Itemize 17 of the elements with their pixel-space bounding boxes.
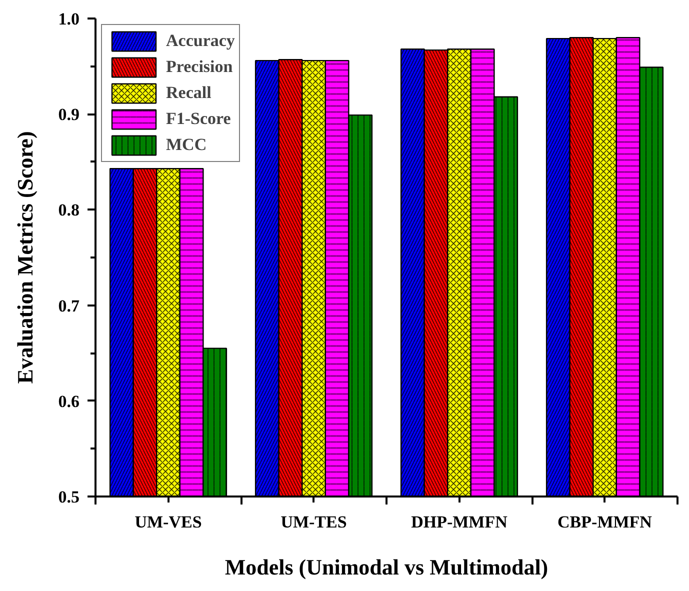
y-tick-label: 1.0: [58, 10, 80, 28]
legend-label: MCC: [166, 134, 207, 156]
y-tick-label: 0.9: [58, 105, 80, 124]
x-tick-label: DHP-MMFN: [411, 512, 508, 532]
legend-label: F1-Score: [166, 108, 231, 130]
y-tick-label: 0.7: [58, 296, 80, 316]
legend-label: Precision: [166, 56, 233, 78]
x-axis-title: Models (Unimodal vs Multimodal): [224, 554, 548, 580]
x-tick-label: CBP-MMFN: [558, 512, 653, 532]
legend-label: Recall: [166, 82, 212, 104]
y-tick-label: 0.5: [58, 488, 80, 506]
y-axis-title: Evaluation Metrics (Score): [12, 131, 38, 384]
y-tick-label: 0.6: [58, 392, 80, 411]
y-tick-label: 0.8: [58, 200, 80, 220]
legend-label: Accuracy: [166, 30, 235, 52]
x-tick-label: UM-VES: [134, 512, 202, 532]
x-tick-label: UM-TES: [280, 512, 347, 532]
